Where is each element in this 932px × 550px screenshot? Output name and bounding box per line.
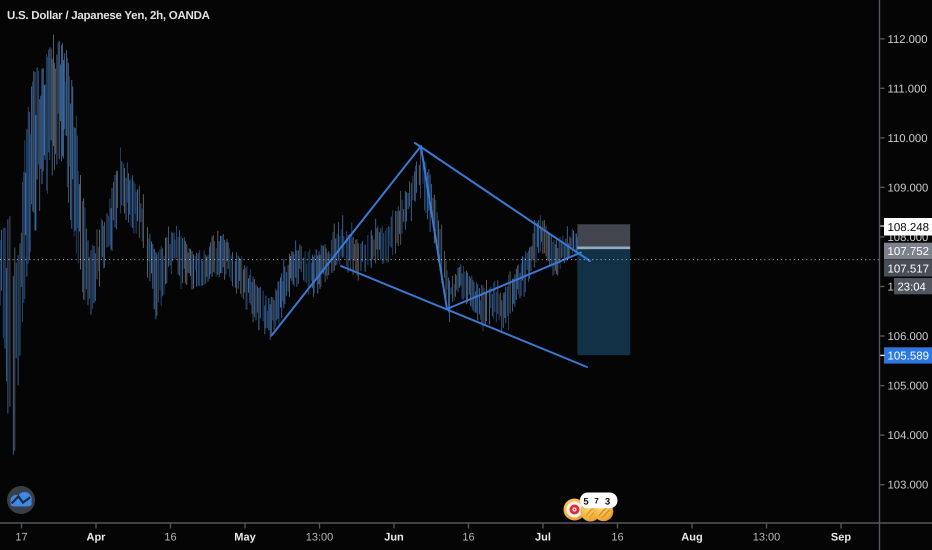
svg-text:16: 16 [164, 532, 176, 544]
svg-text:Aug: Aug [681, 532, 702, 544]
svg-text:U.S. Dollar / Japanese Yen, 2h: U.S. Dollar / Japanese Yen, 2h, OANDA [7, 10, 210, 22]
svg-text:3: 3 [605, 497, 610, 508]
svg-text:105.589: 105.589 [888, 351, 930, 363]
svg-text:107.517: 107.517 [888, 263, 930, 275]
svg-text:111.000: 111.000 [888, 83, 927, 95]
svg-text:105.000: 105.000 [888, 381, 929, 393]
svg-text:7: 7 [594, 496, 599, 505]
svg-text:Jul: Jul [535, 532, 551, 544]
svg-text:107.752: 107.752 [888, 246, 930, 258]
svg-text:13:00: 13:00 [306, 532, 334, 544]
svg-text:106.000: 106.000 [888, 331, 929, 343]
svg-text:16: 16 [611, 532, 623, 544]
svg-text:110.000: 110.000 [888, 133, 928, 145]
svg-text:108.248: 108.248 [888, 222, 930, 234]
svg-text:May: May [234, 532, 256, 544]
svg-text:5: 5 [583, 497, 589, 508]
svg-text:104.000: 104.000 [888, 430, 929, 442]
svg-text:103.000: 103.000 [888, 480, 929, 492]
svg-text:23:04: 23:04 [898, 281, 926, 293]
svg-text:17: 17 [15, 532, 27, 544]
svg-text:Sep: Sep [831, 532, 851, 544]
svg-text:112.000: 112.000 [888, 34, 928, 46]
svg-text:16: 16 [462, 532, 474, 544]
svg-text:Apr: Apr [87, 532, 107, 544]
svg-text:109.000: 109.000 [888, 182, 929, 194]
svg-text:13:00: 13:00 [753, 532, 781, 544]
svg-text:Jun: Jun [384, 532, 404, 544]
